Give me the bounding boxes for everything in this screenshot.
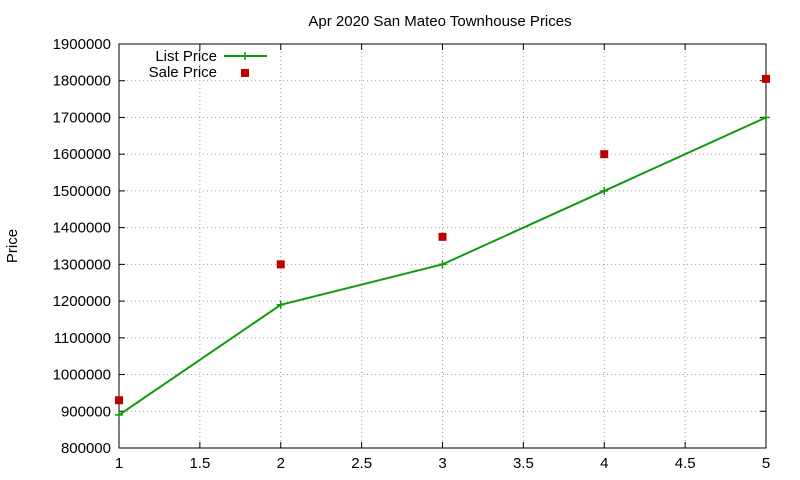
legend-label: Sale Price [149,64,217,81]
x-tick-label: 3.5 [513,455,534,472]
y-tick-label: 800000 [61,440,111,457]
data-point [762,74,770,83]
series [115,74,770,419]
y-tick-label: 1500000 [53,183,111,200]
grid [119,44,766,448]
legend-marker [241,69,249,77]
y-tick-label: 1000000 [53,367,111,384]
ticks: 1 1.5 2 2.5 3 3.5 4 4.5 5 800000 900000 1000000 1100… [53,36,771,472]
data-point [600,150,609,159]
legend-label: List Price [155,48,217,65]
y-tick-label: 1900000 [53,36,111,53]
y-tick-label: 900000 [61,403,111,420]
x-tick-label: 4 [600,455,608,472]
y-tick-label: 1300000 [53,256,111,273]
data-point [762,113,770,122]
y-axis-label: Price [4,229,21,263]
legend-marker [241,52,249,60]
x-tick-label: 3 [438,455,446,472]
y-tick-label: 1600000 [53,146,111,163]
series-0 [115,113,770,419]
data-point [276,300,285,309]
data-point [115,410,123,419]
x-tick-label: 2 [277,455,285,472]
x-tick-label: 1 [115,455,123,472]
chart-title: Apr 2020 San Mateo Townhouse Prices [308,13,571,30]
plot-frame [118,43,767,449]
x-tick-label: 5 [762,455,770,472]
y-tick-label: 1700000 [53,109,111,126]
x-tick-label: 1.5 [189,455,210,472]
x-tick-label: 4.5 [675,455,696,472]
y-tick-label: 1800000 [53,73,111,90]
data-point [276,260,285,269]
data-point [600,186,609,195]
data-point [438,260,447,269]
y-tick-label: 1100000 [54,330,111,347]
data-point [438,232,447,241]
y-tick-label: 1400000 [53,220,111,237]
series-1 [115,74,770,405]
y-tick-label: 1200000 [53,293,111,310]
x-tick-label: 2.5 [351,455,372,472]
data-point [115,396,123,405]
